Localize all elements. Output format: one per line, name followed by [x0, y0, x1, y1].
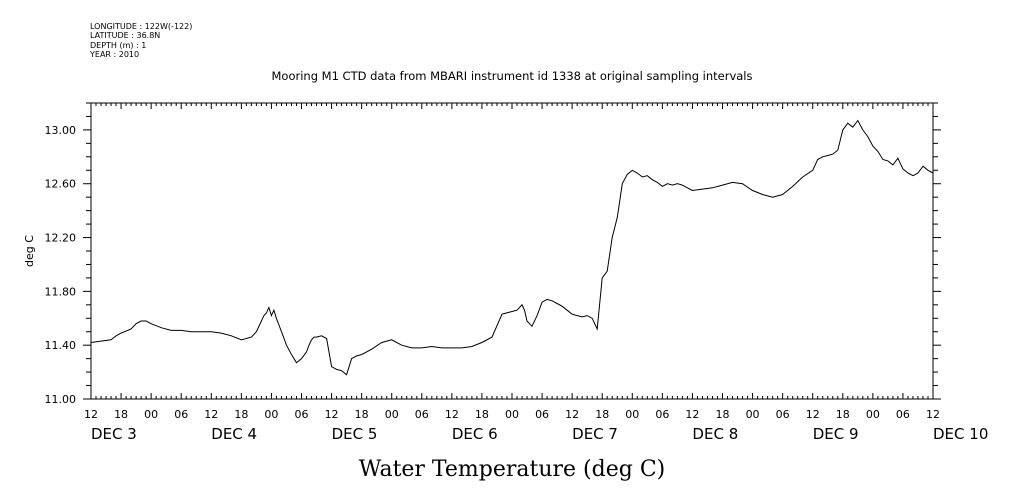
y-tick-label: 11.80	[45, 285, 77, 298]
x-tick-label: 12	[926, 408, 940, 421]
x-tick-label: 06	[776, 408, 790, 421]
metadata-latitude: LATITUDE : 36.8N	[90, 31, 161, 41]
date-label: DEC 3	[91, 425, 137, 443]
x-tick-labels: 12 18 00 06 12 18 00 06 12 18 00 06 12 18 00 06 12 18 00 06…	[84, 408, 940, 421]
y-tick-labels: 11.00 11.40 11.80 12.20 12.60 13.00	[45, 124, 77, 406]
metadata-longitude: LONGITUDE : 122W(-122)	[90, 22, 193, 31]
x-tick-label: 18	[475, 408, 489, 421]
date-label: DEC 10	[933, 425, 988, 443]
x-tick-label: 06	[174, 408, 188, 421]
x-tick-label: 12	[806, 408, 820, 421]
x-tick-label: 00	[385, 408, 399, 421]
temperature-series-line	[90, 119, 934, 376]
x-tick-label: 18	[836, 408, 850, 421]
x-tick-label: 06	[896, 408, 910, 421]
axis-ticks	[83, 102, 941, 400]
x-tick-label: 12	[84, 408, 98, 421]
x-tick-label: 00	[625, 408, 639, 421]
date-label: DEC 7	[572, 425, 618, 443]
plot-frame	[90, 102, 934, 400]
x-tick-label: 12	[325, 408, 339, 421]
x-tick-label: 00	[746, 408, 760, 421]
x-tick-label: 12	[445, 408, 459, 421]
x-tick-label: 18	[595, 408, 609, 421]
x-tick-label: 00	[505, 408, 519, 421]
x-tick-label: 00	[264, 408, 278, 421]
chart-title: Mooring M1 CTD data from MBARI instrumen…	[272, 69, 753, 83]
x-tick-label: 00	[866, 408, 880, 421]
date-label: DEC 4	[211, 425, 257, 443]
x-tick-label: 00	[144, 408, 158, 421]
y-tick-label: 11.40	[45, 339, 77, 352]
x-tick-label: 06	[535, 408, 549, 421]
date-label: DEC 5	[332, 425, 378, 443]
x-tick-label: 06	[295, 408, 309, 421]
y-tick-label: 11.00	[45, 393, 77, 406]
x-tick-label: 18	[355, 408, 369, 421]
x-tick-label: 12	[565, 408, 579, 421]
x-tick-label: 06	[415, 408, 429, 421]
y-axis-label: deg C	[23, 235, 36, 267]
date-labels: DEC 3 DEC 4 DEC 5 DEC 6 DEC 7 DEC 8 DEC 9 DEC 1…	[91, 425, 988, 443]
date-label: DEC 8	[692, 425, 738, 443]
x-tick-label: 18	[716, 408, 730, 421]
x-tick-label: 12	[204, 408, 218, 421]
x-axis-label: Water Temperature (deg C)	[359, 457, 666, 482]
y-tick-label: 12.60	[45, 178, 77, 191]
date-label: DEC 6	[452, 425, 498, 443]
metadata-depth: DEPTH (m) : 1	[90, 40, 147, 50]
x-tick-label: 12	[685, 408, 699, 421]
x-tick-label: 18	[234, 408, 248, 421]
x-tick-label: 18	[114, 408, 128, 421]
date-label: DEC 9	[813, 425, 859, 443]
y-tick-label: 12.20	[45, 232, 77, 245]
metadata-year: YEAR : 2010	[90, 50, 140, 60]
y-tick-label: 13.00	[45, 124, 77, 137]
x-tick-label: 06	[655, 408, 669, 421]
metadata-block: LONGITUDE : 122W(-122) LATITUDE : 36.8N …	[90, 22, 192, 60]
